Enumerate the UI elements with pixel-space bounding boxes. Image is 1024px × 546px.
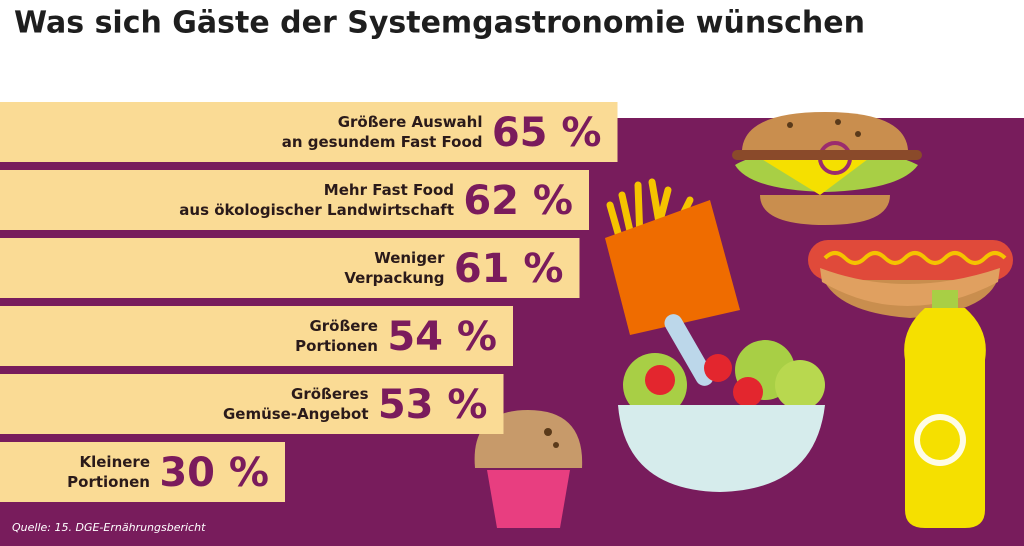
value-label: 30 % bbox=[159, 450, 269, 496]
illustrations bbox=[474, 112, 1013, 528]
value-label: 53 % bbox=[378, 382, 488, 428]
bar bbox=[0, 374, 504, 434]
category-line: Portionen bbox=[295, 337, 378, 355]
bar bbox=[0, 170, 589, 230]
value-label: 61 % bbox=[454, 246, 564, 292]
category-line: Mehr Fast Food bbox=[324, 181, 454, 199]
value-label: 65 % bbox=[492, 110, 602, 156]
category-line: Größere Auswahl bbox=[338, 113, 483, 131]
category-line: an gesundem Fast Food bbox=[282, 133, 483, 151]
bar bbox=[0, 442, 285, 502]
bar bbox=[0, 102, 618, 162]
category-line: aus ökologischer Landwirtschaft bbox=[179, 201, 454, 219]
value-label: 62 % bbox=[463, 178, 573, 224]
category-label: Größere Auswahl an gesundem Fast Food bbox=[282, 113, 483, 151]
source: Quelle: 15. DGE-Ernährungsbericht bbox=[12, 521, 206, 534]
category-label: Mehr Fast Food aus ökologischer Landwirts… bbox=[179, 181, 454, 219]
category-label: Größeres Gemüse-Angebot bbox=[223, 385, 369, 423]
category-line: Portionen bbox=[67, 473, 150, 491]
category-line: Größeres bbox=[291, 385, 369, 403]
category-line: Gemüse-Angebot bbox=[223, 405, 369, 423]
category-label: Größere Portionen bbox=[295, 317, 378, 355]
bar bbox=[0, 238, 580, 298]
category-label: Weniger Verpackung bbox=[344, 249, 445, 287]
chart-title: Was sich Gäste der Systemgastronomie wün… bbox=[14, 6, 865, 41]
category-line: Größere bbox=[309, 317, 378, 335]
category-line: Verpackung bbox=[344, 269, 444, 287]
category-line: Weniger bbox=[374, 249, 445, 267]
category-label: Kleinere Portionen bbox=[67, 453, 150, 491]
bar bbox=[0, 306, 513, 366]
value-label: 54 % bbox=[387, 314, 497, 360]
category-line: Kleinere bbox=[79, 453, 150, 471]
